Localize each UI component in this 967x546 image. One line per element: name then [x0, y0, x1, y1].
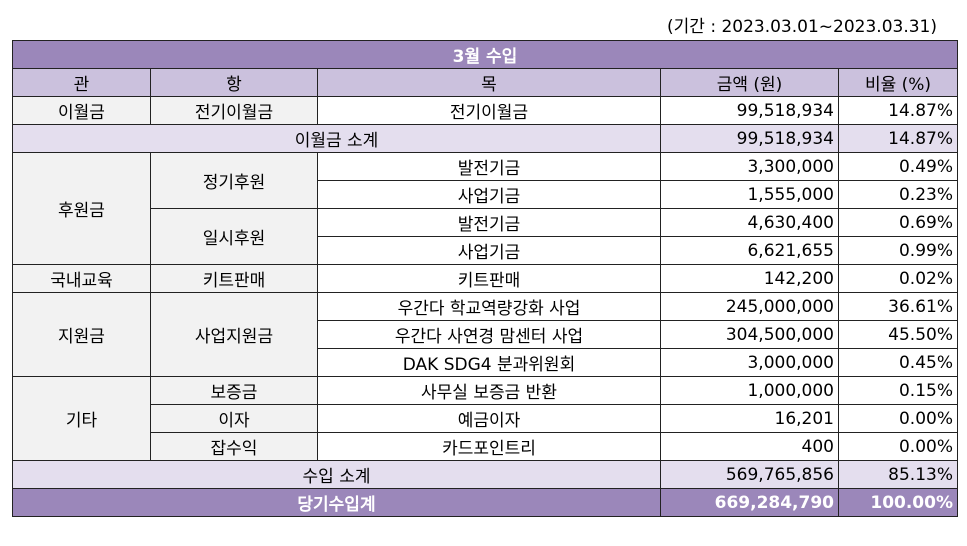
hang-cell: 전기이월금	[150, 96, 318, 125]
amount-cell: 99,518,934	[660, 96, 839, 125]
ratio-cell: 0.02%	[838, 264, 958, 293]
mok-cell: 사업기금	[317, 236, 661, 265]
summary-label: 당기수입계	[12, 488, 661, 517]
summary-label: 수입 소계	[12, 460, 661, 489]
hang-cell: 정기후원	[150, 152, 318, 209]
amount-cell: 1,000,000	[660, 376, 839, 405]
ratio-cell: 0.49%	[838, 152, 958, 181]
mok-cell: 카드포인트리	[317, 432, 661, 461]
gwan-cell: 기타	[12, 376, 151, 461]
ratio-cell: 36.61%	[838, 292, 958, 321]
ratio-cell: 0.00%	[838, 432, 958, 461]
summary-ratio: 100.00%	[838, 488, 958, 517]
mok-cell: 발전기금	[317, 152, 661, 181]
table-row: 이월금 전기이월금 전기이월금 99,518,934 14.87%	[12, 96, 958, 125]
table-row: DAK SDG4 분과위원회 3,000,000 0.45%	[13, 348, 958, 377]
mok-cell: 예금이자	[317, 404, 661, 433]
table-row: 사업기금 6,621,655 0.99%	[13, 236, 958, 265]
header-cell: 관	[12, 68, 151, 97]
amount-cell: 304,500,000	[660, 320, 839, 349]
amount-cell: 142,200	[660, 264, 839, 293]
table-row: 기타 보증금 사무실 보증금 반환 1,000,000 0.15%	[12, 376, 958, 461]
table-row: 3월 수입	[12, 40, 958, 69]
hang-cell: 이자	[150, 404, 318, 433]
amount-cell: 1,555,000	[660, 180, 839, 209]
gwan-cell: 지원금	[12, 292, 151, 377]
gwan-cell: 이월금	[12, 96, 151, 125]
header-cell: 목	[317, 68, 661, 97]
summary-ratio: 14.87%	[838, 124, 958, 153]
table-row: 수입 소계 569,765,856 85.13%	[12, 460, 958, 489]
table-row: 사업기금 1,555,000 0.23%	[13, 180, 958, 209]
ratio-cell: 0.23%	[838, 180, 958, 209]
mok-cell: 우간다 사연경 맘센터 사업	[317, 320, 661, 349]
amount-cell: 245,000,000	[660, 292, 839, 321]
header-cell: 항	[150, 68, 318, 97]
mok-cell: 발전기금	[317, 208, 661, 237]
period: (기간 : 2023.03.01~2023.03.31)	[667, 17, 937, 37]
hang-cell: 보증금	[150, 376, 318, 405]
amount-cell: 400	[660, 432, 839, 461]
table-title: 3월 수입	[12, 40, 958, 69]
amount-cell: 6,621,655	[660, 236, 839, 265]
table-row: 우간다 사연경 맘센터 사업 304,500,000 45.50%	[13, 320, 958, 349]
income-table: 3월 수입 관 항 목 금액 (원) 비율 (%) 이월금 전기이월금 전기이월금 99,518,…	[12, 40, 958, 517]
header-cell: 금액 (원)	[660, 68, 839, 97]
summary-amount: 669,284,790	[660, 488, 839, 517]
amount-cell: 3,000,000	[660, 348, 839, 377]
amount-cell: 4,630,400	[660, 208, 839, 237]
ratio-cell: 0.45%	[838, 348, 958, 377]
mok-cell: DAK SDG4 분과위원회	[317, 348, 661, 377]
table-row: 잡수익 카드포인트리 400 0.00%	[13, 432, 958, 461]
amount-cell: 16,201	[660, 404, 839, 433]
table-row: 이월금 소계 99,518,934 14.87%	[12, 124, 958, 153]
table-row: 지원금 사업지원금 우간다 학교역량강화 사업 245,000,000 36.61%	[12, 292, 958, 377]
table-row: 일시후원 발전기금 4,630,400 0.69%	[13, 208, 958, 265]
hang-cell: 사업지원금	[150, 292, 318, 377]
ratio-cell: 0.15%	[838, 376, 958, 405]
hang-cell: 키트판매	[150, 264, 318, 293]
ratio-cell: 45.50%	[838, 320, 958, 349]
table-row: 국내교육 키트판매 키트판매 142,200 0.02%	[12, 264, 958, 293]
table-row: 후원금 정기후원 발전기금 3,300,000 0.49%	[12, 152, 958, 265]
table-body: 3월 수입 관 항 목 금액 (원) 비율 (%) 이월금 전기이월금 전기이월금 99,518,…	[12, 40, 958, 517]
ratio-cell: 14.87%	[838, 96, 958, 125]
mok-cell: 키트판매	[317, 264, 661, 293]
mok-cell: 사업기금	[317, 180, 661, 209]
gwan-cell: 후원금	[12, 152, 151, 265]
hang-cell: 잡수익	[150, 432, 318, 461]
table-row: 이자 예금이자 16,201 0.00%	[13, 404, 958, 433]
header-cell: 비율 (%)	[838, 68, 958, 97]
summary-amount: 569,765,856	[660, 460, 839, 489]
hang-cell: 일시후원	[150, 208, 318, 265]
gwan-cell: 국내교육	[12, 264, 151, 293]
mok-cell: 우간다 학교역량강화 사업	[317, 292, 661, 321]
amount-cell: 3,300,000	[660, 152, 839, 181]
ratio-cell: 0.99%	[838, 236, 958, 265]
table-row: 당기수입계 669,284,790 100.00%	[12, 488, 958, 517]
mok-cell: 전기이월금	[317, 96, 661, 125]
summary-ratio: 85.13%	[838, 460, 958, 489]
table-row: 관 항 목 금액 (원) 비율 (%)	[12, 68, 958, 97]
summary-amount: 99,518,934	[660, 124, 839, 153]
ratio-cell: 0.69%	[838, 208, 958, 237]
ratio-cell: 0.00%	[838, 404, 958, 433]
summary-label: 이월금 소계	[12, 124, 661, 153]
mok-cell: 사무실 보증금 반환	[317, 376, 661, 405]
